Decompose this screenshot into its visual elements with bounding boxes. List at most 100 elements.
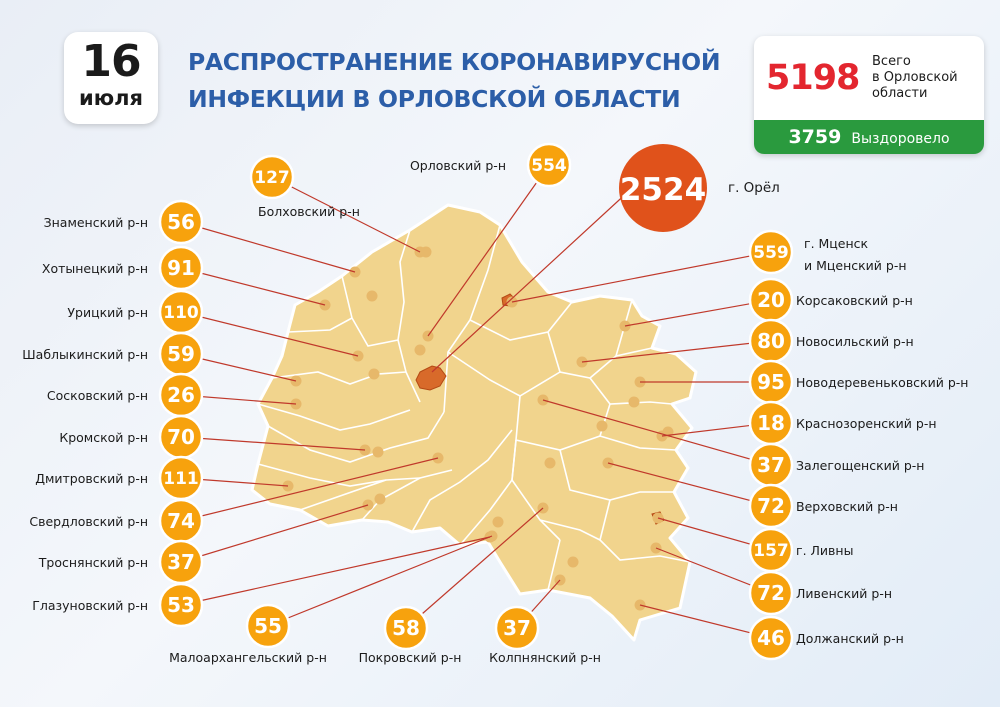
leader-line-pokrovsky <box>405 507 544 629</box>
leader-line-uritsky <box>180 311 359 357</box>
district-label-krasnozorensky: Краснозоренский р-н <box>796 416 937 431</box>
leader-line-maloarkhangelsky <box>267 535 493 627</box>
district-label-shablykinsky: Шаблыкинский р-н <box>22 347 148 362</box>
recovered-value: 3759 <box>788 126 842 148</box>
district-dot <box>414 344 426 356</box>
border-line <box>599 435 677 451</box>
district-label-kolpnyansky: Колпнянский р-н <box>489 650 601 665</box>
district-label-novoderevenkovsky: Новодеревеньковский р-н <box>796 375 968 390</box>
district-badge-khotynetsky: 91 <box>158 245 204 291</box>
district-badge-sverdlovsky: 74 <box>158 498 204 544</box>
badge-circle <box>158 582 204 628</box>
district-badge-uritsky: 110 <box>158 289 204 335</box>
district-borders <box>257 224 691 591</box>
leader-line-dolzhansky <box>639 604 772 639</box>
badge-value: 59 <box>167 342 195 366</box>
district-label-glazunovsky: Глазуновский р-н <box>32 598 148 613</box>
city-value: 2524 <box>620 172 706 208</box>
badge-circle <box>249 154 295 200</box>
title-line-2: ИНФЕКЦИИ В ОРЛОВСКОЙ ОБЛАСТИ <box>188 85 681 113</box>
badge-value: 72 <box>757 581 785 605</box>
district-label-livensky: Ливенский р-н <box>796 586 892 601</box>
leader-line-glazunovsky <box>180 536 491 606</box>
district-dot <box>368 368 380 380</box>
district-label-livny: г. Ливны <box>796 543 853 558</box>
badge-circle <box>748 483 794 529</box>
district-dot <box>366 290 378 302</box>
border-line <box>447 351 561 397</box>
district-badge-sosokovsky: 26 <box>158 372 204 418</box>
leader-line-novosilsky <box>581 340 772 363</box>
district-badge-kolpnyansky: 37 <box>494 605 540 651</box>
badge-circle <box>158 245 204 291</box>
border-line <box>257 403 411 431</box>
leader-line-trosnyansky <box>180 504 369 563</box>
page-title: РАСПРОСТРАНЕНИЕ КОРОНАВИРУСНОЙ ИНФЕКЦИИ … <box>188 44 748 118</box>
district-label-trosnyansky: Троснянский р-н <box>38 555 148 570</box>
district-badge-novoderevenkovsky: 95 <box>748 359 794 405</box>
badge-value: 37 <box>503 616 531 640</box>
map-shape <box>250 203 698 642</box>
badge-circle <box>526 142 572 188</box>
badge-value: 20 <box>757 288 785 312</box>
district-badges: 56 Знаменский р-н 91 Хотынецкий р-н 110 Урицк… <box>22 142 968 665</box>
district-badge-pokrovsky: 58 <box>383 605 429 651</box>
district-badge-dmitrovsky: 111 <box>158 455 204 501</box>
district-badge-verkhovsky: 72 <box>748 483 794 529</box>
badge-value: 58 <box>392 616 420 640</box>
badge-value: 56 <box>167 210 195 234</box>
badge-value: 26 <box>167 383 195 407</box>
badge-value: 74 <box>167 509 195 533</box>
border-line <box>257 463 421 487</box>
badge-value: 70 <box>167 425 195 449</box>
border-line <box>271 371 407 385</box>
district-badge-korsakovsky: 20 <box>748 277 794 323</box>
district-badge-kromskoy: 70 <box>158 414 204 460</box>
badge-value: 18 <box>757 411 785 435</box>
badge-value: 37 <box>167 550 195 574</box>
district-dot <box>374 493 386 505</box>
leader-line-khotynetsky <box>180 267 326 306</box>
border-line <box>287 317 353 333</box>
district-badge-livny: 157 <box>748 527 794 573</box>
district-label-zalegoshchensky: Залегощенский р-н <box>796 458 924 473</box>
district-badge-maloarkhangelsky: 55 <box>245 603 291 649</box>
date-day: 16 <box>81 36 141 87</box>
district-label-khotynetsky: Хотынецкий р-н <box>42 261 148 276</box>
district-badge-orlovsky: 554 <box>526 142 572 188</box>
border-line <box>397 229 421 403</box>
district-label-znamensky: Знаменский р-н <box>44 215 148 230</box>
district-badge-bolkhovsky: 127 <box>249 154 295 200</box>
district-badge-znamensky: 56 <box>158 199 204 245</box>
border-line <box>361 469 453 521</box>
leader-line-sverdlovsky <box>180 457 439 522</box>
badge-value: 72 <box>757 494 785 518</box>
city-label: г. Орёл <box>728 180 780 196</box>
badge-value: 37 <box>757 453 785 477</box>
border-line <box>547 539 561 591</box>
border-line <box>615 347 653 357</box>
district-label-dmitrovsky: Дмитровский р-н <box>35 471 148 486</box>
district-label-sverdlovsky: Свердловский р-н <box>29 514 148 529</box>
leader-line-znamensky <box>180 221 356 273</box>
badge-circle <box>748 229 794 275</box>
badge-value: 80 <box>757 329 785 353</box>
district-badge-zalegoshchensky: 37 <box>748 442 794 488</box>
district-badge-livensky: 72 <box>748 570 794 616</box>
badge-circle <box>494 605 540 651</box>
district-badge-krasnozorensky: 18 <box>748 400 794 446</box>
badge-value: 559 <box>753 243 789 263</box>
city-leader-line <box>431 189 631 373</box>
city-circle <box>619 144 707 232</box>
date-card: 16 июля <box>64 32 158 124</box>
recovered-label: Выздоровело <box>851 131 950 147</box>
district-badge-glazunovsky: 53 <box>158 582 204 628</box>
border-line <box>341 275 399 347</box>
leader-line-korsakovsky <box>624 299 772 327</box>
district-badge-mtsensk: 559 <box>748 229 794 275</box>
leader-line-zalegoshchensky <box>542 399 772 466</box>
leader-line-verkhovsky <box>607 462 772 507</box>
badge-value: 46 <box>757 626 785 650</box>
total-cases-label: Всего в Орловской области <box>872 54 980 102</box>
leader-line-kromskoy <box>180 436 366 451</box>
